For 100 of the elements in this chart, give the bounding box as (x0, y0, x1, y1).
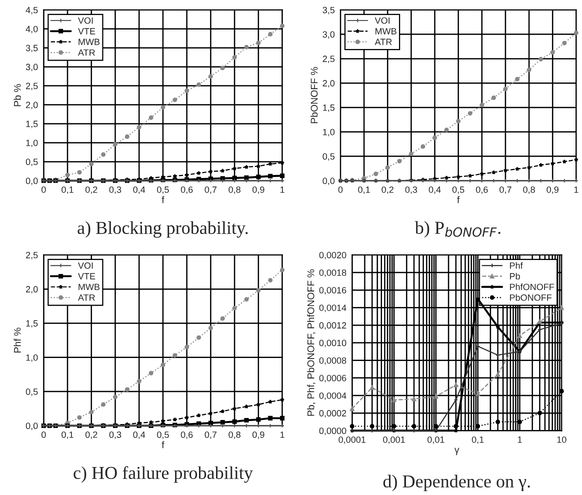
x-tick-label: 0 (41, 431, 46, 438)
y-tick-label: 3,0 (322, 31, 335, 39)
y-tick-label: 0,0000 (319, 428, 346, 436)
x-tick-label: 0,9 (546, 186, 558, 194)
x-tick-label: 0,9 (252, 431, 264, 439)
y-tick-label: 0,0012 (319, 322, 346, 330)
y-tick-label: 1,0 (26, 140, 38, 148)
y-tick-label: 2,5 (322, 56, 335, 64)
y-tick-label: 2,0 (26, 102, 38, 110)
legend-label: MWB (78, 38, 100, 46)
y-tick-label: 0,0004 (319, 392, 346, 400)
y-tick-label: 3,5 (26, 44, 38, 52)
x-axis-title: f (162, 196, 164, 204)
y-tick-label: 0,0010 (319, 340, 346, 348)
x-tick-label: 0,3 (405, 186, 418, 194)
y-tick-label: 3,5 (322, 6, 335, 14)
legend-label: PbONOFF (510, 294, 552, 301)
x-axis-title: f (162, 441, 164, 448)
x-tick-label: 0,001 (383, 436, 405, 444)
y-tick-label: 0,0006 (319, 374, 346, 382)
y-tick-label: 1,5 (26, 120, 38, 128)
x-tick-label: 1 (518, 436, 522, 443)
legend-label: VTE (78, 273, 96, 280)
x-tick-label: 1 (280, 186, 284, 193)
text: d) Dependence on γ. (383, 474, 530, 492)
x-axis-title: γ (454, 448, 460, 456)
y-axis-title: PbONOFF % (310, 67, 318, 124)
x-tick-label: 0,0001 (338, 436, 366, 444)
legend-label: PhfONOFF (510, 283, 554, 290)
y-tick-label: 0,0016 (319, 287, 346, 294)
x-tick-label: 0 (338, 186, 343, 193)
y-axis-title: Pb, Phf, PbONOFF, PhfONOFF % (307, 269, 316, 416)
legend-label: ATR (78, 49, 95, 56)
y-tick-label: 4,0 (26, 26, 38, 34)
y-tick-label: 2,5 (26, 252, 38, 260)
x-tick-label: 0,5 (452, 186, 464, 194)
x-tick-label: 0,8 (523, 186, 535, 194)
text: c) HO failure probability (74, 466, 253, 483)
x-tick-label: 0,1 (62, 431, 74, 439)
x-tick-label: 0,5 (157, 431, 169, 439)
y-tick-label: 2,5 (26, 82, 38, 90)
x-tick-label: 0,8 (228, 431, 240, 439)
y-tick-label: 2,0 (322, 80, 335, 88)
y-tick-label: 0,0 (26, 422, 38, 430)
x-tick-label: 0,3 (109, 186, 122, 194)
y-axis-title: Phf % (14, 328, 21, 352)
y-tick-label: 0,0002 (319, 410, 346, 418)
x-tick-label: 0,5 (157, 186, 169, 194)
y-tick-label: 1,5 (323, 104, 335, 112)
y-tick-label: 0,0008 (319, 357, 346, 365)
x-tick-label: 0,2 (85, 186, 98, 194)
x-tick-label: 0,4 (133, 186, 146, 194)
x-tick-label: 0,7 (204, 431, 217, 439)
legend-label: ATR (374, 38, 392, 46)
x-tick-label: 0,7 (204, 186, 217, 194)
legend-label: Phf (510, 262, 523, 269)
x-tick-label: 0,6 (476, 186, 488, 194)
y-tick-label: 4,5 (26, 6, 38, 14)
legend-label: ATR (78, 294, 95, 301)
x-tick-label: 0,4 (133, 431, 146, 439)
text: b) P$_{bONOFF}$. (414, 221, 500, 238)
legend-label: VTE (78, 28, 96, 34)
legend-label: Pb (510, 272, 520, 280)
legend-label: MWB (376, 28, 396, 34)
y-tick-label: 0,0014 (319, 304, 346, 312)
y-tick-label: 0,0018 (319, 269, 346, 277)
x-axis-title: f (457, 196, 460, 204)
x-tick-label: 0,9 (252, 186, 264, 194)
y-tick-label: 2,0 (26, 286, 38, 294)
x-tick-label: 0,4 (428, 186, 441, 194)
x-tick-label: 0,6 (180, 431, 193, 439)
x-tick-label: 0,8 (228, 186, 240, 194)
y-tick-label: 1,0 (26, 354, 38, 362)
y-axis-title: Pb % (14, 84, 21, 106)
legend-label: VOI (78, 17, 93, 24)
x-tick-label: 1 (574, 186, 578, 193)
y-tick-label: 0,5 (322, 153, 335, 161)
y-tick-label: 0,0020 (319, 252, 346, 260)
y-tick-label: 0,5 (26, 388, 38, 396)
x-tick-label: 0,2 (85, 431, 98, 439)
y-tick-label: 0,5 (26, 158, 38, 166)
legend-label: VOI (78, 262, 93, 269)
x-tick-label: 0,01 (427, 436, 444, 444)
x-tick-label: 0,6 (180, 186, 193, 194)
legend-label: MWB (78, 284, 100, 290)
text: a) Blocking probability. (78, 221, 248, 238)
y-tick-label: 1,0 (323, 128, 335, 136)
legend-label: VOI (374, 17, 390, 24)
x-tick-label: 0,1 (62, 186, 74, 194)
x-tick-label: 0,2 (382, 186, 394, 194)
x-tick-label: 0,7 (500, 186, 512, 194)
y-tick-label: 0,0 (322, 178, 335, 186)
x-tick-label: 1 (280, 432, 284, 438)
x-tick-label: 0,1 (472, 436, 484, 444)
y-tick-label: 0,0 (26, 178, 38, 186)
x-tick-label: 0,1 (358, 186, 370, 194)
y-tick-label: 1,5 (26, 320, 38, 328)
x-tick-label: 0 (41, 186, 46, 193)
x-tick-label: 0,3 (109, 431, 122, 439)
y-tick-label: 3,0 (26, 64, 38, 72)
